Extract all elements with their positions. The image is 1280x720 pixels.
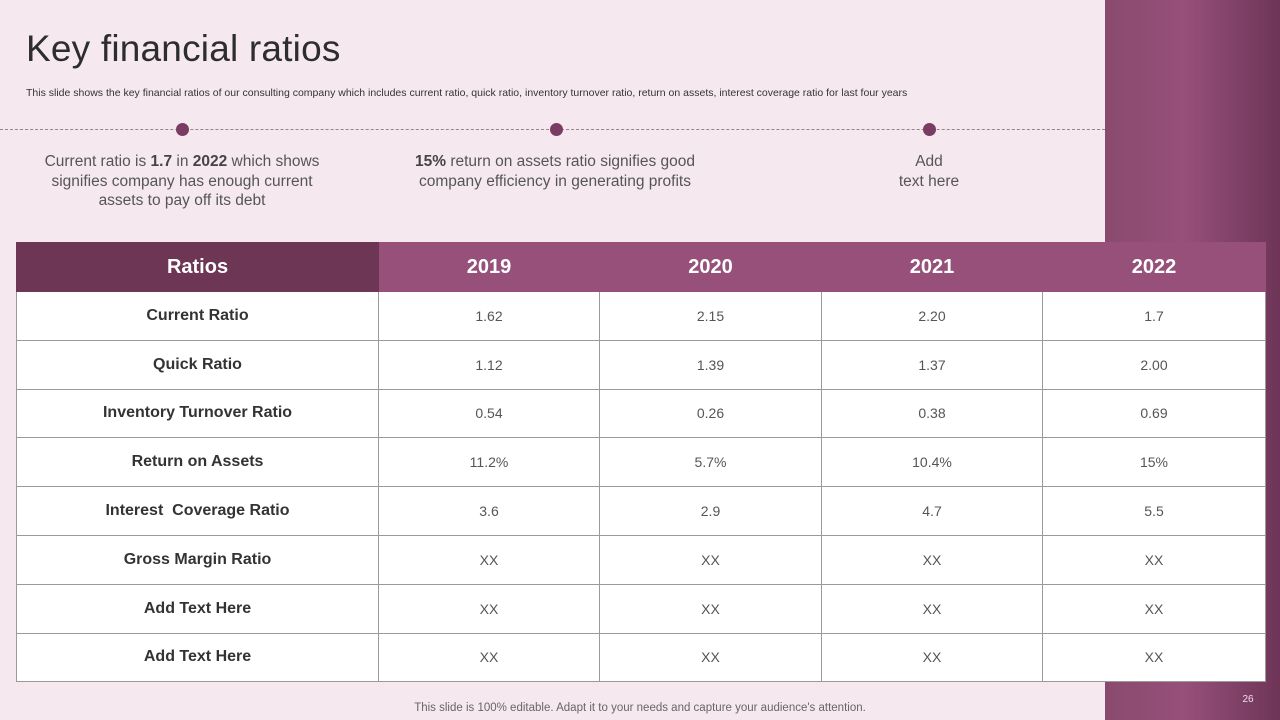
table-cell: 3.6 — [378, 486, 600, 536]
timeline-dot — [923, 123, 936, 136]
page-title: Key financial ratios — [26, 28, 341, 69]
table-row: Return on Assets 11.2% 5.7% 10.4% 15% — [16, 437, 1266, 488]
callout-current-ratio: Current ratio is 1.7 in 2022 which shows… — [44, 153, 320, 209]
table-row: Current Ratio 1.62 2.15 2.20 1.7 — [16, 291, 1266, 341]
table-cell: 1.37 — [821, 339, 1043, 390]
table-row: Inventory Turnover Ratio 0.54 0.26 0.38 … — [16, 388, 1266, 439]
timeline-dot — [176, 123, 189, 136]
page-number: 26 — [1242, 694, 1254, 705]
row-label: Add Text Here — [16, 583, 379, 634]
table-cell: 0.38 — [821, 388, 1043, 439]
callout-add-text: Add text here — [898, 153, 960, 190]
table-cell: XX — [378, 632, 600, 683]
table-cell: 2.20 — [821, 291, 1043, 341]
row-label: Return on Assets — [16, 437, 379, 488]
table-cell: 1.7 — [1042, 291, 1266, 341]
column-header-ratios: Ratios — [16, 242, 379, 292]
table-cell: XX — [1042, 534, 1266, 585]
table-cell: XX — [599, 632, 822, 683]
table-cell: 5.7% — [599, 437, 822, 488]
financial-ratios-table: Ratios 2019 2020 2021 2022 Current Ratio… — [16, 242, 1266, 683]
table-cell: 15% — [1042, 437, 1266, 488]
table-cell: 1.62 — [378, 291, 600, 341]
table-cell: 2.15 — [599, 291, 822, 341]
table-cell: 11.2% — [378, 437, 600, 488]
table-row: Add Text Here XX XX XX XX — [16, 632, 1266, 683]
column-header-2019: 2019 — [378, 242, 600, 292]
table-row: Gross Margin Ratio XX XX XX XX — [16, 534, 1266, 585]
table-cell: 0.54 — [378, 388, 600, 439]
row-label: Quick Ratio — [16, 339, 379, 390]
table-cell: XX — [1042, 583, 1266, 634]
page-subtitle: This slide shows the key financial ratio… — [26, 87, 908, 99]
column-header-2022: 2022 — [1042, 242, 1266, 292]
table-cell: 1.12 — [378, 339, 600, 390]
row-label: Current Ratio — [16, 291, 379, 341]
table-cell: 4.7 — [821, 486, 1043, 536]
table-cell: 0.26 — [599, 388, 822, 439]
table-cell: XX — [821, 583, 1043, 634]
table-row: Add Text Here XX XX XX XX — [16, 583, 1266, 634]
row-label: Interest Coverage Ratio — [16, 486, 379, 536]
table-cell: XX — [599, 583, 822, 634]
table-cell: XX — [1042, 632, 1266, 683]
timeline-dot — [550, 123, 563, 136]
table-cell: XX — [378, 534, 600, 585]
table-cell: 10.4% — [821, 437, 1043, 488]
column-header-2020: 2020 — [599, 242, 822, 292]
row-label: Inventory Turnover Ratio — [16, 388, 379, 439]
table-header-row: Ratios 2019 2020 2021 2022 — [16, 242, 1266, 292]
table-cell: 1.39 — [599, 339, 822, 390]
table-cell: XX — [821, 632, 1043, 683]
column-header-2021: 2021 — [821, 242, 1043, 292]
table-cell: XX — [378, 583, 600, 634]
table-row: Quick Ratio 1.12 1.39 1.37 2.00 — [16, 339, 1266, 390]
table-cell: 5.5 — [1042, 486, 1266, 536]
table-cell: 0.69 — [1042, 388, 1266, 439]
table-cell: 2.9 — [599, 486, 822, 536]
table-cell: XX — [821, 534, 1043, 585]
table-cell: 2.00 — [1042, 339, 1266, 390]
callout-return-on-assets: 15% return on assets ratio signifies goo… — [414, 153, 696, 190]
table-cell: XX — [599, 534, 822, 585]
footer-note: This slide is 100% editable. Adapt it to… — [414, 702, 866, 714]
row-label: Add Text Here — [16, 632, 379, 683]
table-row: Interest Coverage Ratio 3.6 2.9 4.7 5.5 — [16, 486, 1266, 536]
row-label: Gross Margin Ratio — [16, 534, 379, 585]
